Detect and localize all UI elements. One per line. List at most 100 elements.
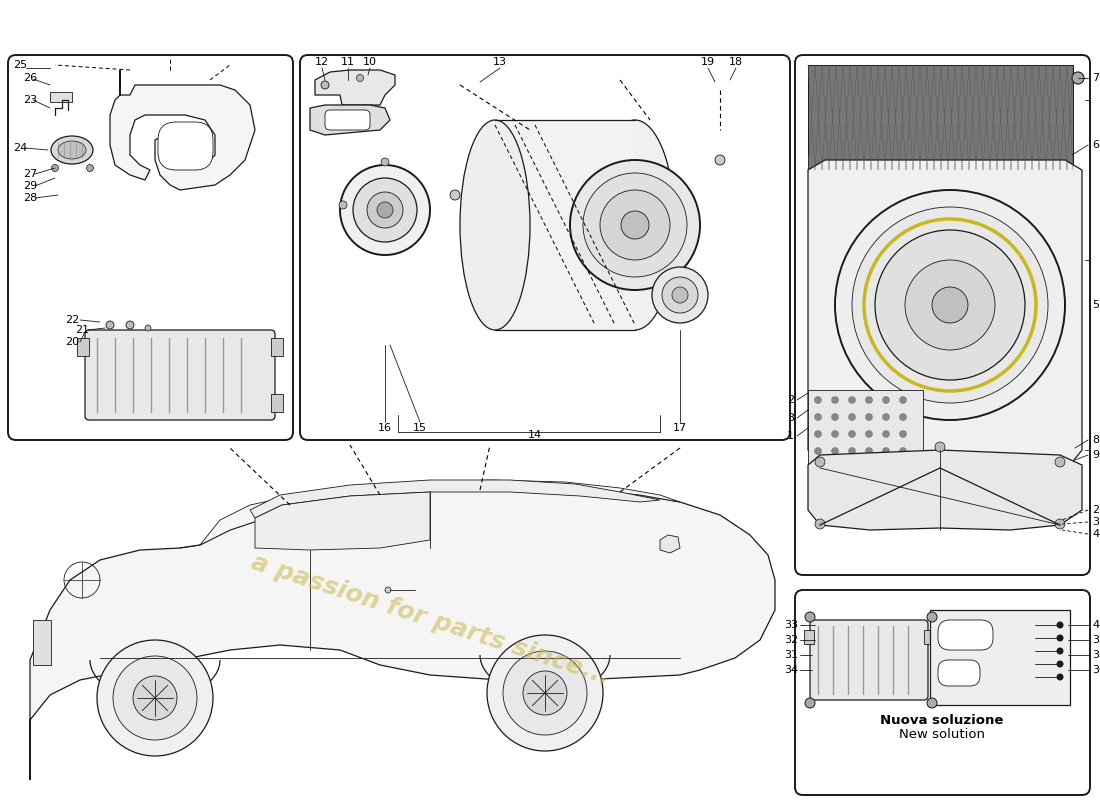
Text: 4: 4 [1092,620,1099,630]
Text: 5: 5 [1092,300,1099,310]
Circle shape [1055,519,1065,529]
Text: 28: 28 [23,193,37,203]
Bar [930,610,1070,705]
Text: 2: 2 [786,395,794,405]
FancyBboxPatch shape [795,590,1090,795]
Bar [808,65,1072,170]
Circle shape [1056,622,1064,629]
Circle shape [133,676,177,720]
Bar [33,620,51,665]
FancyBboxPatch shape [85,330,275,420]
Bar [924,630,934,644]
Bar [808,65,1072,170]
Text: 32: 32 [1092,650,1100,660]
Polygon shape [808,160,1082,465]
Polygon shape [200,480,680,545]
Circle shape [1056,647,1064,654]
Polygon shape [310,105,390,135]
Polygon shape [250,480,660,518]
Circle shape [866,397,872,403]
Ellipse shape [51,136,94,164]
Circle shape [450,190,460,200]
Circle shape [814,414,822,421]
Circle shape [927,698,937,708]
Circle shape [848,447,856,454]
Text: 11: 11 [341,57,355,67]
FancyBboxPatch shape [938,660,980,686]
Circle shape [882,414,890,421]
Text: 3: 3 [1092,517,1099,527]
Polygon shape [808,450,1082,530]
Circle shape [815,457,825,467]
Text: 10: 10 [363,57,377,67]
Circle shape [835,190,1065,420]
Circle shape [339,201,346,209]
Circle shape [882,397,890,403]
Text: 34: 34 [784,665,798,675]
Circle shape [814,430,822,438]
Circle shape [866,447,872,454]
Text: 22: 22 [65,315,79,325]
Text: 8: 8 [1092,435,1099,445]
Circle shape [874,230,1025,380]
Text: 3: 3 [786,413,794,423]
Bar [50,92,72,102]
FancyBboxPatch shape [324,110,370,130]
Text: 2: 2 [1092,505,1099,515]
Circle shape [905,260,996,350]
Text: 15: 15 [412,423,427,433]
Text: a passion for parts since...: a passion for parts since... [248,550,613,690]
Polygon shape [30,488,776,780]
Circle shape [848,430,856,438]
Ellipse shape [460,120,530,330]
Text: 23: 23 [23,95,37,105]
Text: 4: 4 [1092,529,1099,539]
Circle shape [340,165,430,255]
FancyBboxPatch shape [810,620,928,700]
Text: 26: 26 [23,73,37,83]
Text: 31: 31 [784,650,798,660]
Ellipse shape [58,141,86,159]
Circle shape [1056,661,1064,667]
Circle shape [145,325,151,331]
Text: 27: 27 [23,169,37,179]
Text: 14: 14 [528,430,542,440]
Circle shape [832,430,838,438]
Circle shape [662,277,698,313]
Text: 20: 20 [65,337,79,347]
Circle shape [932,287,968,323]
Circle shape [87,165,94,171]
Text: 17: 17 [673,423,688,433]
Text: 1: 1 [786,431,794,441]
Circle shape [848,414,856,421]
Circle shape [814,397,822,403]
Circle shape [126,321,134,329]
Circle shape [832,447,838,454]
Circle shape [621,211,649,239]
Circle shape [848,397,856,403]
Circle shape [583,173,688,277]
Circle shape [52,165,58,171]
Polygon shape [495,120,635,330]
Text: 21: 21 [75,325,89,335]
Circle shape [503,651,587,735]
Polygon shape [110,70,255,190]
Circle shape [927,612,937,622]
Circle shape [321,81,329,89]
Text: 33: 33 [1092,635,1100,645]
Circle shape [385,587,390,593]
Circle shape [832,414,838,421]
FancyBboxPatch shape [300,55,790,440]
Circle shape [815,519,825,529]
Circle shape [814,447,822,454]
Circle shape [1055,457,1065,467]
FancyBboxPatch shape [158,122,213,170]
Polygon shape [660,535,680,553]
Circle shape [106,321,114,329]
Bar [271,394,283,412]
Text: 16: 16 [378,423,392,433]
Circle shape [866,430,872,438]
FancyBboxPatch shape [938,620,993,650]
Circle shape [715,155,725,165]
Text: 18: 18 [729,57,744,67]
